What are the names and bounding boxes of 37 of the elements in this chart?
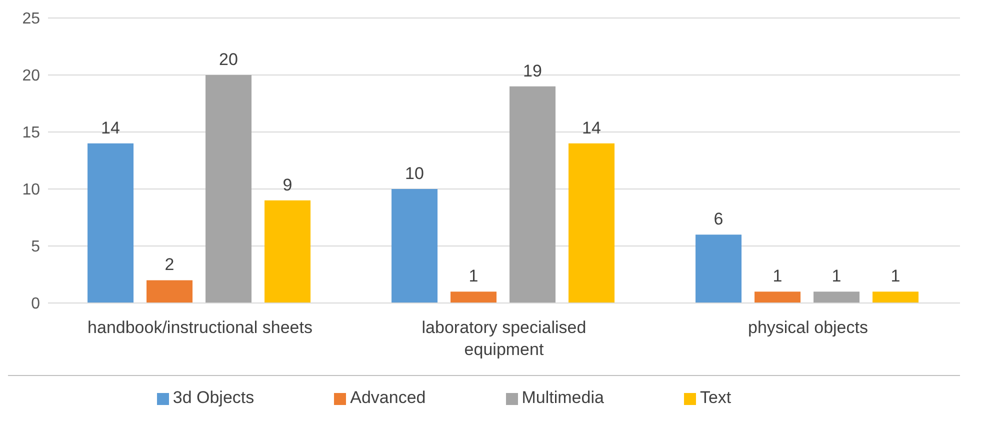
bar — [872, 292, 919, 303]
bar — [392, 189, 438, 303]
data-label: 14 — [582, 118, 601, 138]
legend-label: Text — [700, 388, 732, 407]
data-label: 1 — [468, 266, 478, 286]
y-tick-label: 5 — [31, 238, 40, 256]
data-label: 19 — [523, 61, 542, 80]
data-label: 10 — [405, 164, 424, 183]
legend-label: Advanced — [350, 388, 426, 407]
bar — [264, 200, 311, 303]
bar — [814, 292, 860, 303]
legend-label: Multimedia — [522, 388, 604, 407]
y-tick-label: 10 — [22, 182, 40, 199]
bar — [206, 75, 252, 303]
bar — [510, 86, 556, 303]
y-tick-label: 25 — [22, 10, 40, 28]
data-label: 1 — [890, 266, 900, 286]
legend-label: 3d Objects — [172, 388, 254, 407]
data-label: 1 — [832, 266, 842, 286]
y-tick-label: 15 — [22, 124, 40, 142]
bar — [754, 292, 801, 303]
x-tick-label: physical objects — [748, 318, 868, 337]
bar — [568, 143, 615, 303]
data-label: 20 — [219, 50, 238, 69]
bar — [696, 234, 742, 303]
y-tick-label: 20 — [22, 68, 40, 85]
data-label: 14 — [101, 118, 120, 138]
data-label: 2 — [164, 255, 174, 274]
data-label: 6 — [714, 210, 724, 229]
y-tick-label: 0 — [31, 296, 40, 313]
bar — [146, 280, 193, 303]
x-tick-label: handbook/instructional sheets — [88, 318, 312, 337]
data-label: 9 — [282, 175, 292, 194]
x-tick-label: laboratory specialised equipment — [422, 318, 586, 359]
bar — [450, 292, 497, 303]
data-label: 1 — [772, 266, 782, 286]
bar — [88, 143, 134, 303]
